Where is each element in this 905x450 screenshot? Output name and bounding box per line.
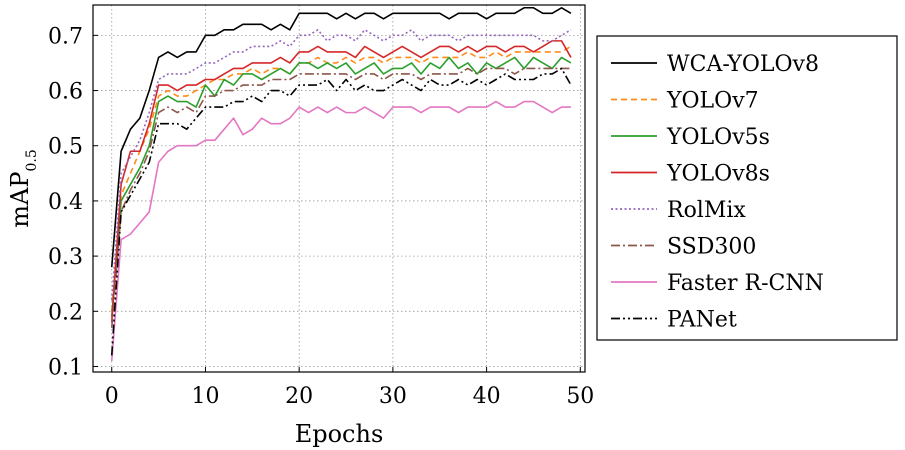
series-line-0 [110, 6, 572, 268]
legend: WCA-YOLOv8 YOLOv7 YOLOv5s YOLOv8s RolMix SSD3… [596, 35, 898, 341]
legend-label: PANet [667, 308, 737, 333]
legend-label: Faster R-CNN [667, 271, 824, 296]
series-line-1 [110, 45, 572, 312]
x-tick-label: 50 [566, 384, 594, 409]
y-tick-label: 0.7 [48, 24, 83, 49]
legend-label: YOLOv5s [666, 125, 770, 150]
legend-label: SSD300 [667, 235, 756, 260]
legend-label: YOLOv8s [666, 162, 770, 187]
series-layer [110, 6, 572, 362]
x-tick-label: 40 [473, 384, 501, 409]
axis-ticks: 0 10 20 30 40 50 0.1 0.2 0.3 0.4 0.5 0.6 0.7 [48, 24, 594, 409]
y-axis-title-subscript: 0.5 [24, 149, 40, 171]
x-tick-label: 10 [191, 384, 219, 409]
y-tick-label: 0.5 [48, 135, 83, 160]
series-line-3 [110, 40, 572, 323]
legend-label: WCA-YOLOv8 [667, 52, 819, 77]
x-tick-label: 20 [285, 384, 313, 409]
legend-label: YOLOv7 [666, 89, 759, 114]
y-tick-label: 0.3 [48, 245, 83, 270]
legend-box [596, 35, 898, 341]
y-tick-label: 0.6 [48, 80, 83, 105]
y-axis-title: mAP0.5 [6, 149, 40, 228]
y-tick-label: 0.4 [48, 190, 83, 215]
series-line-6 [110, 100, 571, 362]
series-line-4 [110, 29, 572, 301]
series-line-5 [110, 67, 571, 328]
x-tick-label: 0 [105, 384, 119, 409]
series-line-7 [110, 67, 572, 356]
plot-area-frame [92, 4, 586, 373]
series-line-2 [110, 56, 572, 317]
grid [93, 5, 585, 372]
x-tick-label: 30 [379, 384, 407, 409]
legend-label: RolMix [667, 198, 746, 223]
x-axis-title: Epochs [295, 420, 384, 448]
y-tick-label: 0.1 [48, 355, 83, 380]
y-axis-title-main: mAP [6, 172, 34, 228]
y-tick-label: 0.2 [48, 300, 83, 325]
